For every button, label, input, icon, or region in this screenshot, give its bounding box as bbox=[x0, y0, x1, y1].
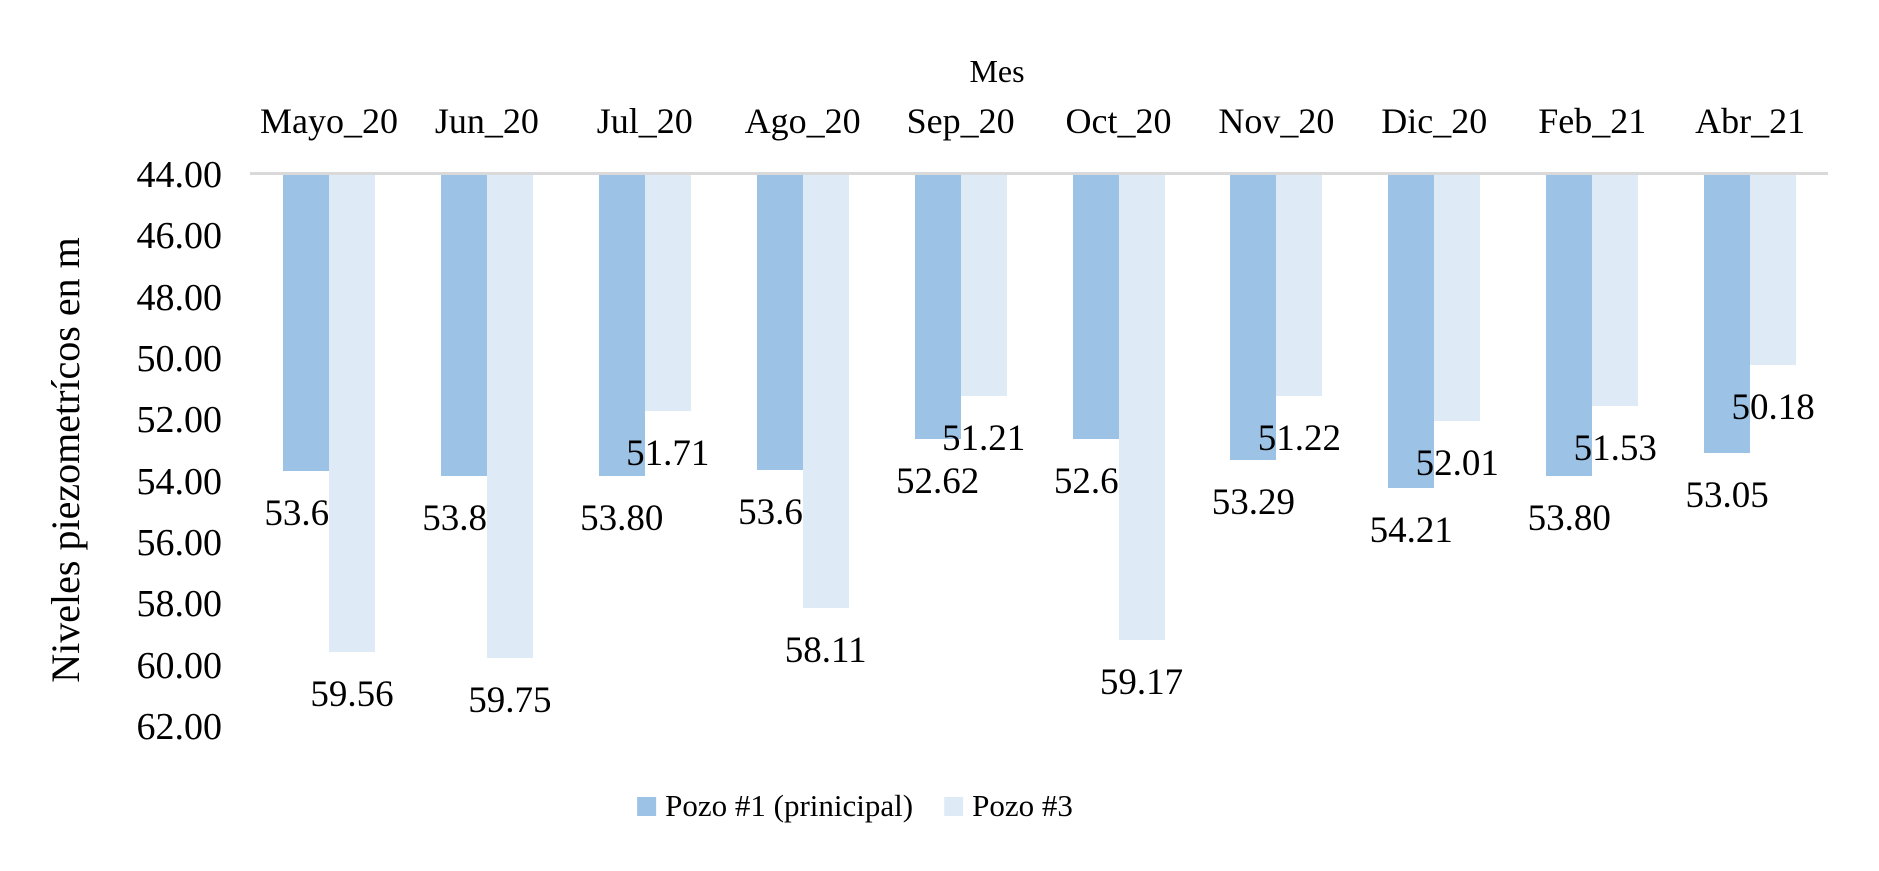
data-label-pozo3: 50.18 bbox=[1731, 386, 1815, 428]
y-axis-title: Niveles piezometrícos en m bbox=[43, 237, 88, 683]
bar-pozo3 bbox=[1276, 175, 1323, 397]
bar-pozo3 bbox=[644, 175, 691, 412]
category-label: Jul_20 bbox=[596, 101, 693, 141]
legend-swatch-pozo3 bbox=[944, 796, 964, 816]
bar-pozo1 bbox=[1072, 175, 1119, 440]
data-label-pozo3: 51.21 bbox=[941, 418, 1026, 460]
data-label-pozo3: 59.56 bbox=[310, 674, 394, 716]
y-tick-label: 52.00 bbox=[136, 399, 223, 442]
data-label-pozo1: 52.62 bbox=[895, 461, 980, 503]
bar-pozo1 bbox=[1704, 175, 1751, 453]
legend-label-pozo3: Pozo #3 bbox=[972, 788, 1073, 823]
x-axis-title: Mes bbox=[969, 53, 1025, 89]
bar-pozo1 bbox=[598, 175, 645, 476]
category-label: Feb_21 bbox=[1538, 101, 1647, 141]
data-label-pozo1: 54.21 bbox=[1369, 510, 1453, 552]
y-tick-label: 62.00 bbox=[136, 706, 223, 748]
bar-pozo3 bbox=[960, 175, 1007, 397]
data-label-pozo3: 51.22 bbox=[1257, 418, 1342, 460]
x-axis-line bbox=[250, 172, 1828, 175]
data-label-pozo1: 53.80 bbox=[580, 497, 664, 539]
bar-pozo3 bbox=[1118, 175, 1165, 641]
y-tick-label: 46.00 bbox=[136, 215, 223, 258]
y-tick-label: 44.00 bbox=[136, 154, 223, 196]
bar-pozo1 bbox=[283, 175, 329, 472]
bar-pozo1 bbox=[1388, 175, 1435, 489]
y-tick-label: 56.00 bbox=[136, 522, 223, 564]
data-label-pozo1: 53.05 bbox=[1685, 474, 1769, 516]
bar-pozo3 bbox=[1592, 175, 1639, 406]
legend-item-pozo1: Pozo #1 (prinicipal) bbox=[637, 787, 913, 825]
data-label-pozo1: 53.80 bbox=[1527, 497, 1611, 539]
data-label-pozo3: 59.75 bbox=[468, 680, 552, 721]
legend-swatch-pozo1 bbox=[637, 796, 657, 816]
bar-pozo3 bbox=[1434, 175, 1481, 421]
y-tick-label: 60.00 bbox=[136, 644, 223, 687]
y-tick-label: 50.00 bbox=[136, 338, 223, 380]
bar-pozo3 bbox=[802, 175, 849, 608]
data-label-pozo3: 58.11 bbox=[784, 629, 867, 671]
y-tick-label: 48.00 bbox=[136, 276, 223, 319]
data-label-pozo1: 53.29 bbox=[1211, 481, 1296, 523]
data-label-pozo3: 52.01 bbox=[1415, 442, 1499, 484]
bar-pozo1 bbox=[440, 175, 487, 476]
category-label: Jun_20 bbox=[434, 101, 539, 141]
category-label: Abr_21 bbox=[1695, 101, 1806, 141]
y-tick-label: 58.00 bbox=[136, 583, 223, 626]
legend: Pozo #1 (prinicipal) Pozo #3 bbox=[637, 787, 1073, 825]
bar-pozo1 bbox=[914, 175, 961, 440]
bar-pozo3 bbox=[486, 175, 533, 658]
bar-pozo1 bbox=[1230, 175, 1277, 460]
bar-pozo3 bbox=[1750, 175, 1797, 365]
category-label: Mayo_20 bbox=[260, 101, 398, 141]
category-label: Sep_20 bbox=[906, 101, 1015, 141]
bar-pozo1 bbox=[1546, 175, 1593, 476]
legend-item-pozo3: Pozo #3 bbox=[944, 787, 1073, 825]
data-label-pozo3: 51.71 bbox=[626, 433, 710, 475]
category-label: Ago_20 bbox=[744, 101, 861, 141]
category-label: Nov_20 bbox=[1218, 101, 1335, 141]
data-label-pozo3: 51.53 bbox=[1573, 427, 1657, 469]
data-label-pozo3: 59.17 bbox=[1099, 662, 1184, 704]
bar-pozo1 bbox=[756, 175, 803, 471]
category-label: Dic_20 bbox=[1381, 101, 1488, 141]
legend-label-pozo1: Pozo #1 (prinicipal) bbox=[665, 788, 914, 823]
category-label: Oct_20 bbox=[1065, 101, 1172, 141]
y-tick-label: 54.00 bbox=[136, 460, 223, 503]
bar-pozo3 bbox=[329, 175, 375, 653]
